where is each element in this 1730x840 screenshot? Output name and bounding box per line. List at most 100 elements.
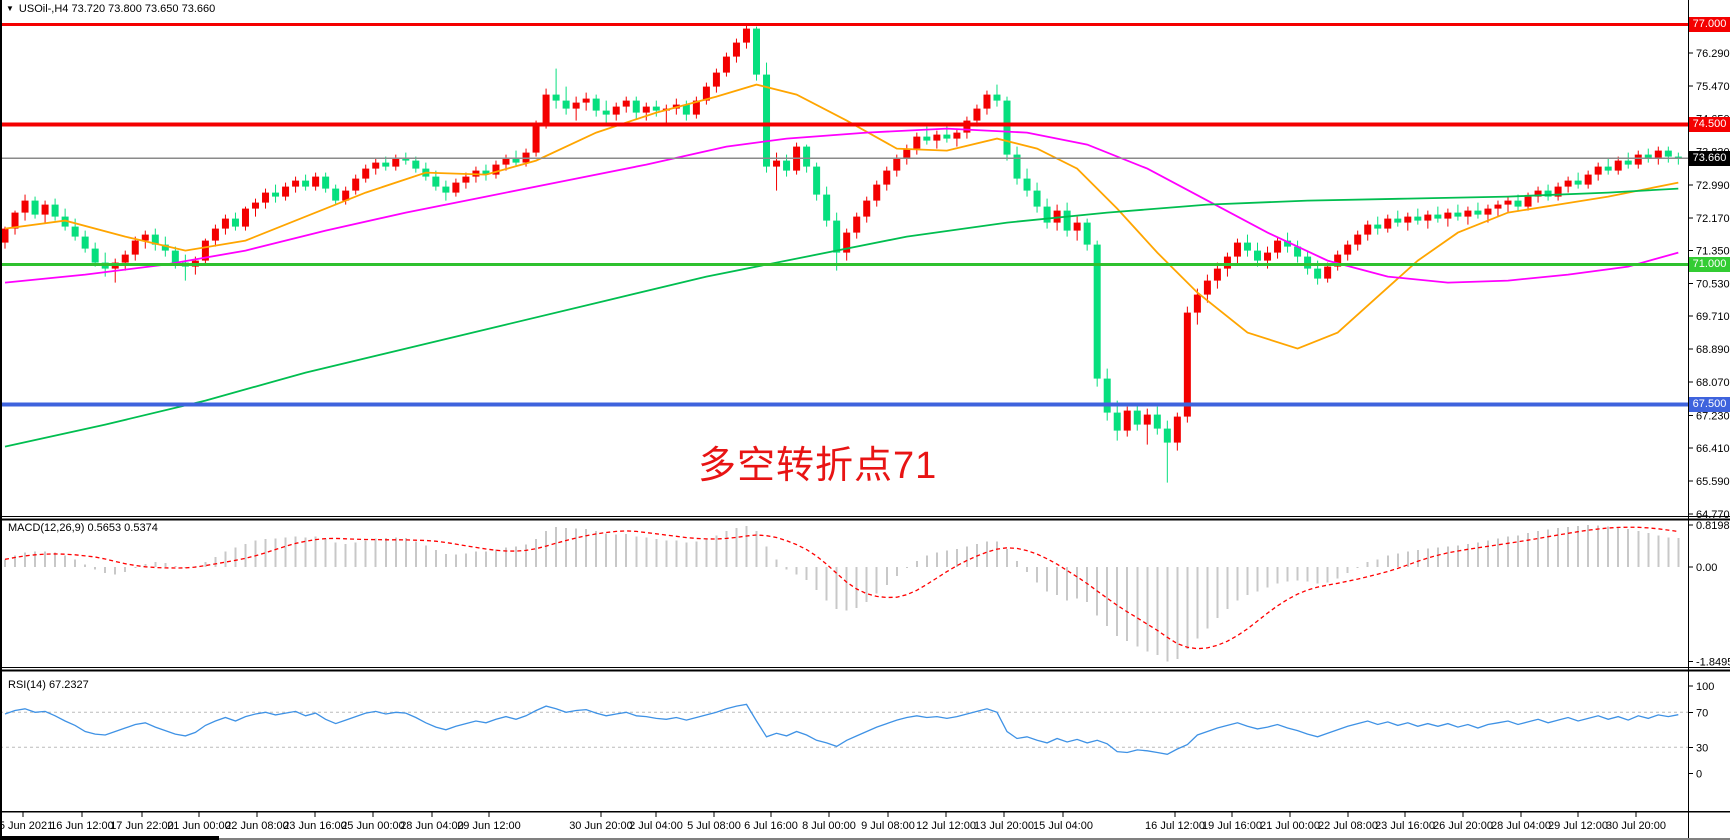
- time-tick-label: 17 Jun 22:00: [110, 820, 174, 832]
- time-tick-label: 6 Jul 16:00: [744, 820, 798, 832]
- candle-body: [322, 176, 330, 189]
- time-tick-label: 22 Jun 08:00: [225, 820, 289, 832]
- axis-tick-label: 71.350: [1696, 246, 1730, 258]
- time-tick-label: 15 Jul 04:00: [1033, 820, 1093, 832]
- candle-body: [282, 186, 290, 197]
- axis-tick-label: 30: [1696, 742, 1708, 754]
- candle-body: [502, 158, 510, 165]
- candle-body: [1294, 246, 1302, 257]
- candle-body: [1223, 256, 1231, 269]
- candle-body: [963, 120, 971, 133]
- candle-body: [1163, 428, 1171, 443]
- candle-body: [1304, 256, 1312, 269]
- candle-body: [1504, 200, 1512, 205]
- axis-tick-label: 70: [1696, 707, 1708, 719]
- candle-body: [201, 240, 209, 261]
- time-tick-label: 9 Jul 08:00: [861, 820, 915, 832]
- axis-tick-label: 66.410: [1696, 443, 1730, 455]
- candle-body: [1434, 214, 1442, 219]
- candle-body: [823, 194, 831, 221]
- candle-body: [612, 106, 620, 115]
- candle-body: [1424, 214, 1432, 221]
- candle-body: [1404, 216, 1412, 223]
- candle-body: [312, 176, 320, 187]
- candle-body: [1564, 180, 1572, 187]
- candle-body: [1514, 200, 1522, 207]
- time-tick-label: 28 Jun 04:00: [400, 820, 464, 832]
- candle-body: [1494, 204, 1502, 209]
- candle-body: [1133, 410, 1141, 425]
- candle-body: [402, 158, 410, 161]
- candle-body: [753, 28, 760, 75]
- candle-body: [582, 98, 590, 103]
- candle-body: [241, 208, 249, 227]
- candle-body: [1143, 414, 1151, 425]
- candle-body: [382, 162, 390, 167]
- candle-body: [1013, 154, 1021, 179]
- candle-body: [732, 42, 740, 57]
- time-tick-label: 21 Jul 00:00: [1260, 820, 1320, 832]
- time-tick-label: 15 Jun 2021: [0, 820, 53, 832]
- candle-body: [41, 204, 49, 215]
- candle-body: [332, 188, 340, 201]
- axis-tick-label: 70.530: [1696, 278, 1730, 290]
- candle-body: [302, 180, 310, 187]
- time-tick-label: 30 Jun 20:00: [569, 820, 633, 832]
- candle-body: [1614, 160, 1622, 171]
- axis-tick-label: 75.470: [1696, 81, 1730, 93]
- candle-body: [1444, 212, 1452, 219]
- axis-tick-label: 0: [1696, 769, 1702, 781]
- candle-body: [1574, 180, 1582, 185]
- candle-body: [602, 110, 610, 115]
- axis-tick-label: 0.8198: [1696, 520, 1730, 532]
- ma-green-line: [4, 187, 1679, 448]
- axis-tick-label: 72.170: [1696, 213, 1730, 225]
- candle-body: [973, 108, 981, 121]
- candle-body: [863, 200, 871, 217]
- candle-body: [1524, 196, 1532, 207]
- candle-body: [1644, 154, 1652, 159]
- axis-tick-label: -1.8495: [1696, 657, 1730, 669]
- candle-body: [252, 202, 259, 209]
- candle-body: [71, 226, 79, 237]
- candle-body: [712, 72, 720, 87]
- candle-body: [61, 216, 69, 227]
- candle-body: [1354, 234, 1362, 245]
- candle-body: [1634, 154, 1642, 165]
- candle-body: [542, 94, 550, 125]
- candle-body: [652, 106, 660, 111]
- candle-body: [1033, 190, 1041, 207]
- price-level-badge-71.000: 71.000: [1689, 257, 1730, 273]
- candle-body: [1384, 218, 1392, 229]
- ma-magenta-line: [4, 127, 1679, 284]
- price-level-badge-74.500: 74.500: [1689, 117, 1730, 133]
- candle-body: [572, 102, 580, 109]
- candle-body: [171, 250, 179, 263]
- candle-body: [1023, 178, 1031, 191]
- axis-tick-label: 64.770: [1696, 509, 1730, 521]
- candle-body: [392, 158, 400, 167]
- candle-body: [1484, 208, 1492, 215]
- candle-body: [51, 204, 59, 217]
- symbol-dropdown-icon[interactable]: ▼: [6, 4, 14, 13]
- axis-tick-label: 65.590: [1696, 476, 1730, 488]
- candle-body: [1584, 174, 1592, 185]
- candle-body: [1454, 212, 1462, 217]
- window-left-border: [0, 0, 2, 840]
- chart-annotation-text: 多空转折点71: [698, 445, 938, 487]
- candle-body: [552, 94, 560, 101]
- candle-body: [993, 94, 1001, 101]
- candle-body: [362, 168, 370, 179]
- candle-body: [783, 160, 791, 171]
- horizontal-scrollbar[interactable]: [0, 836, 219, 840]
- symbol-title[interactable]: ▼ USOil-,H4 73.720 73.800 73.650 73.660: [6, 3, 215, 15]
- candle-body: [642, 106, 650, 113]
- candle-body: [292, 180, 300, 187]
- candle-body: [943, 134, 951, 139]
- candle-body: [1243, 242, 1251, 251]
- candle-body: [1394, 218, 1402, 223]
- candle-body: [1053, 210, 1061, 223]
- candle-body: [763, 74, 771, 167]
- candle-body: [1594, 166, 1602, 175]
